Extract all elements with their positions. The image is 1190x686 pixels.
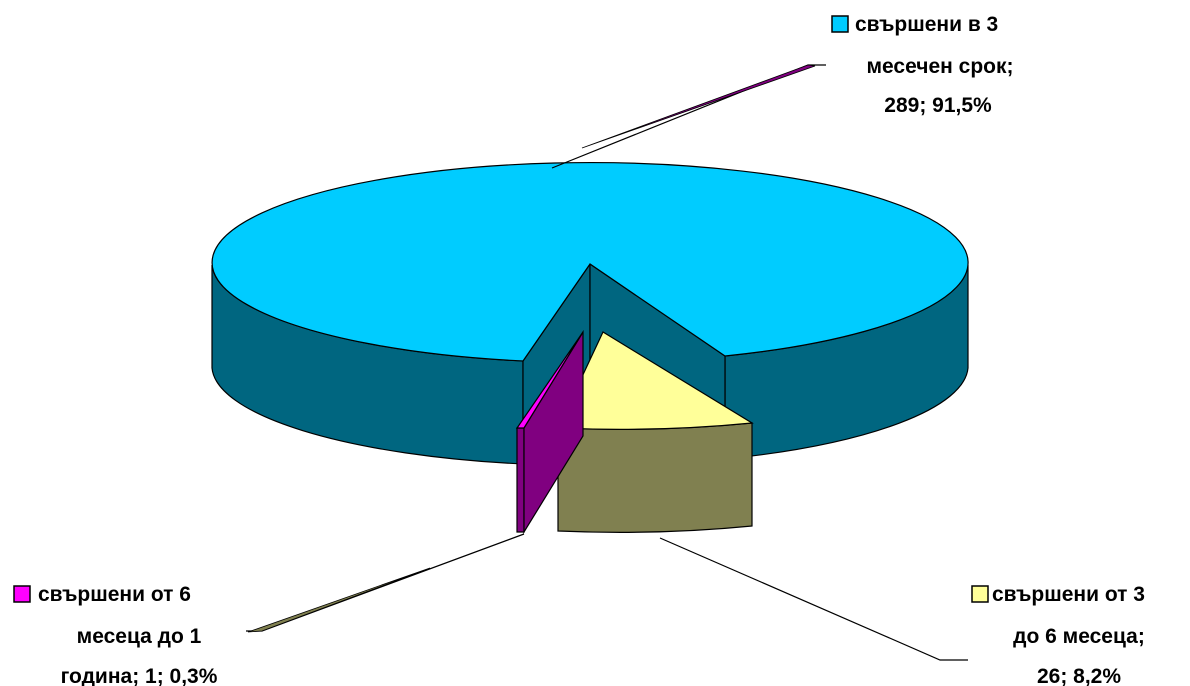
data-label-main-line-3: 289; 91,5% [884,94,992,117]
data-label-3-line-2: месеца до 1 [77,625,202,648]
data-label-2-line-2: до 6 месеца; [1013,625,1145,648]
data-label-3-line-1: свършени от 6 [38,583,191,606]
slice-3-side [516,427,525,533]
data-label-main-line-2: месечен срок; [867,55,1014,78]
leader-line-main [551,64,826,169]
data-label-main-line-1: свършени в 3 [855,13,998,36]
leader-line-main-sliver [581,64,816,149]
data-label-3-line-3: година; 1; 0,3% [61,665,218,686]
data-label-2-line-1: свършени от 3 [992,583,1145,606]
slice-main-top [211,161,969,362]
slice-2-side [557,422,753,533]
slice-3-top [515,331,584,429]
data-label-main: свършени в 3 месечен срок; 289; 91,5% [831,13,1014,117]
legend-key-main [831,15,849,33]
pie-slice-3 [515,329,584,535]
legend-key-2 [971,585,989,603]
legend-key-3 [13,585,31,603]
leader-line-2 [659,537,968,661]
data-label-2-line-3: 26; 8,2% [1037,665,1121,686]
leader-line-3 [246,533,525,632]
leader-lines [246,64,968,661]
data-label-3: свършени от 6 месеца до 1 година; 1; 0,3… [13,583,218,686]
leader-line-3-sliver [247,567,431,633]
pie-slice-2 [557,331,754,533]
data-label-2: свършени от 3 до 6 месеца; 26; 8,2% [971,583,1145,686]
